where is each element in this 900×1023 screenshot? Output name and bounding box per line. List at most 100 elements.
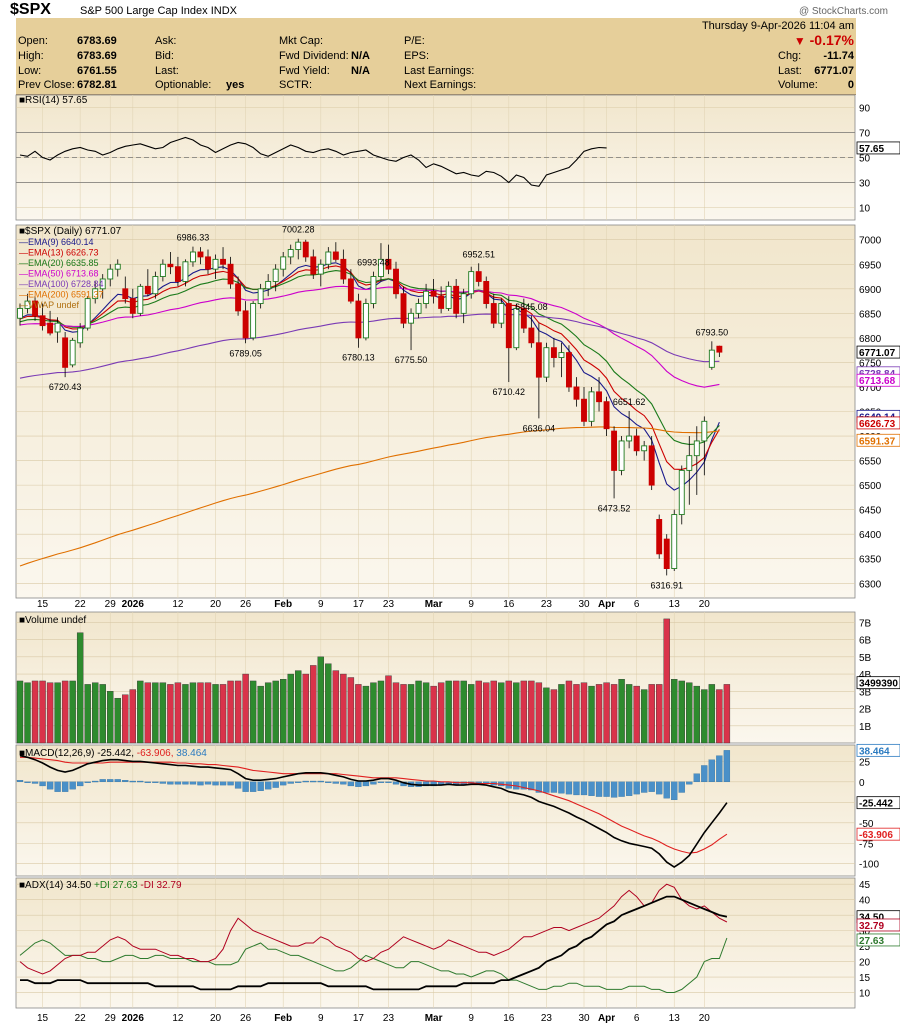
volume-bar <box>588 685 595 744</box>
volume-title: ■Volume undef <box>19 615 86 626</box>
adx-current-label-box <box>856 933 900 947</box>
ema-line <box>19 285 720 388</box>
candle-body <box>287 249 294 258</box>
candle-body <box>265 280 272 290</box>
candle-body <box>212 258 219 270</box>
quote-value: 6783.69 <box>77 50 117 62</box>
macd-current-label-box <box>856 743 900 757</box>
candle-body <box>460 293 467 314</box>
price-current-label: 6591.37 <box>859 436 896 447</box>
rsi-tick-label: 10 <box>859 204 871 215</box>
candle-body <box>92 288 99 300</box>
volume-bar <box>272 680 279 744</box>
volume-bar <box>430 685 437 744</box>
quote-label: EPS: <box>404 50 430 62</box>
macd-histogram-bar <box>234 781 242 789</box>
macd-histogram-bar <box>197 781 204 786</box>
price-tick-label: 6900 <box>859 285 882 296</box>
volume-bar <box>723 684 731 744</box>
macd-histogram-bar <box>287 781 294 784</box>
candle-body <box>167 263 174 268</box>
volume-bar <box>212 684 219 744</box>
candle-body <box>618 440 625 471</box>
volume-tick-label: 5B <box>859 653 872 664</box>
macd-histogram-bar <box>122 780 129 782</box>
macd-histogram-bar <box>693 773 700 782</box>
ma-legend-item: —EMA(50) 6713.68 <box>19 269 99 279</box>
x-axis-label: 29 <box>105 1013 117 1023</box>
candle-body <box>295 241 302 250</box>
volume-bar <box>550 689 558 744</box>
volume-bar <box>159 682 167 744</box>
x-axis-label: Apr <box>598 599 615 610</box>
volume-bar <box>137 680 144 744</box>
x-axis-label: 30 <box>578 599 590 610</box>
macd-histogram-bar <box>686 781 693 785</box>
volume-bar <box>407 684 415 744</box>
macd-histogram-bar <box>558 781 565 794</box>
volume-bar <box>129 689 137 744</box>
candle-body <box>332 251 339 260</box>
macd-histogram-bar <box>573 781 580 796</box>
price-current-label-box <box>856 345 900 359</box>
candle-body <box>317 263 324 275</box>
macd-histogram-bar <box>159 781 167 784</box>
macd-histogram-bar <box>99 779 106 782</box>
candle-body <box>347 278 354 302</box>
candle-body <box>47 322 54 334</box>
candle-body <box>17 307 23 319</box>
candle-body <box>325 251 332 265</box>
volume-bar <box>422 682 430 744</box>
candle-body <box>400 293 407 324</box>
price-annotation: 7002.28 <box>282 225 315 235</box>
candle-body <box>24 300 31 309</box>
candle-body <box>468 271 475 295</box>
candle-body <box>716 345 723 353</box>
change-percent-value: -0.17% <box>809 32 854 48</box>
macd-histogram-bar <box>92 780 99 783</box>
candle-body <box>69 339 76 366</box>
candle-body <box>122 288 129 300</box>
price-title: ■$SPX (Daily) 6771.07 <box>19 226 122 237</box>
macd-current-label-box <box>856 796 900 810</box>
x-axis-label: 16 <box>503 1013 515 1023</box>
candle-body <box>144 285 151 295</box>
x-axis-label: 6 <box>634 599 640 610</box>
macd-histogram-bar <box>332 781 339 784</box>
x-axis-label: 23 <box>383 599 395 610</box>
candle-body <box>408 312 414 324</box>
x-axis-label: 12 <box>172 1013 184 1023</box>
volume-bar <box>107 691 114 744</box>
macd-histogram-bar <box>385 781 392 783</box>
rsi-current-label-box <box>856 141 900 155</box>
volume-bar <box>535 682 543 744</box>
candle-body <box>566 352 572 388</box>
candle-body <box>581 398 587 422</box>
candle-body <box>370 276 377 304</box>
quote-label: Low: <box>18 65 42 77</box>
x-axis-label: 9 <box>468 1013 474 1023</box>
candle-body <box>505 303 512 349</box>
adx-panel <box>15 877 856 1009</box>
volume-tick-label: 2B <box>859 705 872 716</box>
volume-bar <box>678 680 685 744</box>
volume-bar <box>663 618 670 744</box>
volume-bar <box>362 685 370 744</box>
price-tick-label: 6800 <box>859 334 882 345</box>
macd-tick-label: -50 <box>859 819 874 830</box>
volume-bar <box>182 684 189 744</box>
volume-bar <box>437 682 445 744</box>
candle-body <box>190 251 196 263</box>
x-axis-label: 23 <box>541 599 553 610</box>
price-tick-label: 6450 <box>859 506 882 517</box>
candle-body <box>107 268 114 280</box>
price-tick-label: 6350 <box>859 555 882 566</box>
candle-body <box>611 430 618 471</box>
candle-body <box>693 440 700 457</box>
adx-line <box>20 895 728 991</box>
candle-body <box>310 256 317 275</box>
volume-bar <box>618 679 625 744</box>
candle-body <box>483 280 490 304</box>
candle-body <box>430 290 437 297</box>
quote-label: Bid: <box>155 50 174 62</box>
